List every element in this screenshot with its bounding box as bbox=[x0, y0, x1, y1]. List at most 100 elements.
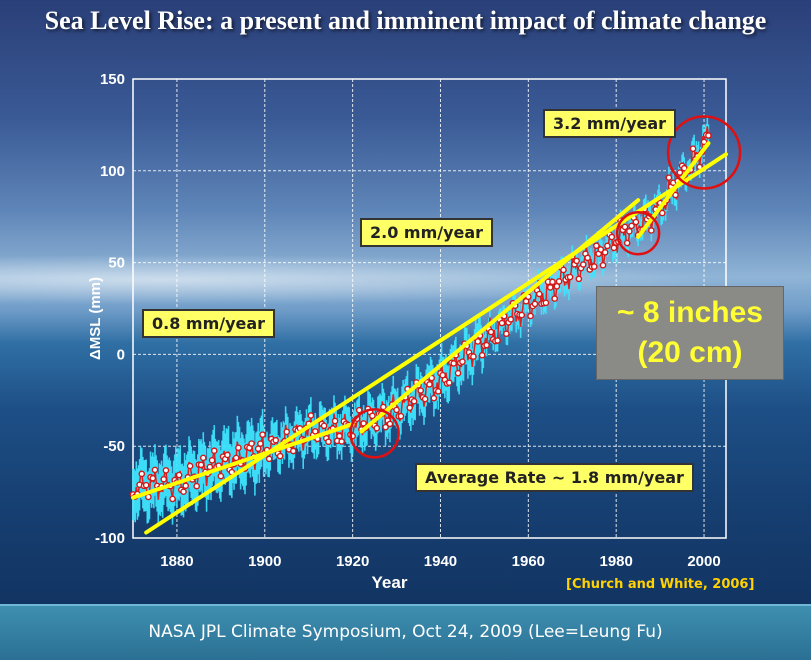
data-point bbox=[623, 239, 631, 247]
data-point bbox=[672, 191, 679, 199]
data-point bbox=[169, 495, 176, 503]
data-point bbox=[610, 244, 618, 252]
data-point bbox=[428, 374, 435, 382]
data-point bbox=[434, 388, 442, 395]
data-point bbox=[487, 328, 495, 336]
x-tick-label: 1900 bbox=[248, 553, 281, 570]
data-point bbox=[142, 481, 150, 489]
data-point bbox=[593, 242, 600, 250]
data-point bbox=[507, 316, 515, 323]
data-point bbox=[700, 138, 708, 146]
data-point bbox=[393, 406, 400, 414]
data-point bbox=[680, 164, 688, 172]
y-tick-label: -50 bbox=[103, 438, 125, 455]
data-point bbox=[628, 222, 635, 230]
data-point bbox=[426, 381, 433, 388]
data-point bbox=[180, 488, 187, 496]
data-point bbox=[208, 457, 216, 464]
data-point bbox=[604, 242, 611, 250]
data-point bbox=[459, 358, 466, 366]
data-point bbox=[689, 145, 697, 152]
callout-line-1: ~ 8 inches bbox=[617, 296, 763, 329]
data-point bbox=[478, 351, 486, 359]
data-point bbox=[536, 290, 543, 298]
data-point bbox=[380, 403, 387, 411]
data-point bbox=[676, 169, 684, 176]
data-point bbox=[665, 174, 673, 181]
data-point bbox=[575, 275, 583, 283]
data-point bbox=[311, 428, 319, 435]
data-point bbox=[186, 462, 194, 470]
data-point bbox=[483, 341, 490, 349]
data-point bbox=[210, 447, 218, 455]
data-point bbox=[705, 132, 712, 139]
data-point bbox=[590, 263, 598, 270]
data-point bbox=[397, 412, 405, 420]
data-point bbox=[621, 223, 629, 231]
data-point bbox=[579, 261, 587, 268]
rate-label-0-8: 0.8 mm/year bbox=[142, 309, 276, 338]
data-point bbox=[608, 233, 616, 241]
data-point bbox=[386, 420, 394, 428]
data-point bbox=[338, 438, 345, 445]
data-point bbox=[648, 227, 655, 234]
callout-box: ~ 8 inches (20 cm) bbox=[596, 286, 784, 380]
data-point bbox=[542, 299, 550, 307]
data-point bbox=[259, 431, 266, 438]
highlight-circle bbox=[349, 408, 400, 459]
data-point bbox=[527, 312, 534, 320]
data-point bbox=[518, 311, 526, 319]
data-point bbox=[355, 406, 363, 414]
data-point bbox=[410, 397, 418, 405]
footer-bar: NASA JPL Climate Symposium, Oct 24, 2009… bbox=[0, 604, 811, 660]
x-tick-label: 1940 bbox=[424, 553, 457, 570]
data-point bbox=[232, 454, 240, 462]
data-point bbox=[503, 330, 510, 338]
average-rate-label: Average Rate ~ 1.8 mm/year bbox=[415, 463, 694, 492]
data-point bbox=[474, 338, 482, 345]
y-tick-label: 0 bbox=[117, 346, 125, 363]
x-tick-label: 1920 bbox=[336, 553, 369, 570]
data-point bbox=[373, 424, 381, 432]
data-point bbox=[206, 463, 214, 471]
data-point bbox=[151, 466, 159, 474]
data-point bbox=[175, 471, 183, 479]
data-point bbox=[551, 295, 558, 302]
data-point bbox=[450, 360, 457, 367]
data-point bbox=[325, 438, 332, 446]
data-point bbox=[601, 249, 609, 256]
data-point bbox=[498, 319, 506, 327]
data-point bbox=[290, 447, 297, 455]
data-point bbox=[283, 428, 291, 436]
data-point bbox=[307, 412, 315, 419]
data-point bbox=[626, 228, 633, 235]
callout-line-2: (20 cm) bbox=[637, 336, 743, 369]
data-point bbox=[217, 472, 225, 480]
highlight-circle bbox=[666, 115, 742, 190]
data-point bbox=[555, 278, 563, 285]
data-point bbox=[199, 454, 207, 462]
data-point bbox=[162, 467, 170, 474]
data-point bbox=[470, 353, 477, 360]
highlight-circle bbox=[615, 210, 661, 256]
data-point bbox=[566, 273, 574, 281]
y-tick-label: 100 bbox=[100, 163, 125, 180]
data-point bbox=[336, 432, 343, 440]
data-point bbox=[406, 404, 414, 412]
x-tick-label: 1980 bbox=[599, 553, 632, 570]
x-tick-label: 2000 bbox=[687, 553, 720, 570]
citation: [Church and White, 2006] bbox=[566, 577, 755, 592]
data-point bbox=[193, 482, 200, 490]
x-tick-label: 1880 bbox=[160, 553, 193, 570]
data-point bbox=[584, 254, 591, 262]
data-point bbox=[182, 482, 190, 490]
data-point bbox=[138, 470, 146, 478]
data-point bbox=[369, 412, 376, 420]
data-point bbox=[331, 417, 339, 425]
y-tick-label: -100 bbox=[95, 530, 125, 547]
trend-line bbox=[131, 422, 355, 500]
data-point bbox=[276, 452, 284, 460]
rate-label-2-0: 2.0 mm/year bbox=[360, 218, 494, 247]
data-point bbox=[599, 261, 607, 269]
